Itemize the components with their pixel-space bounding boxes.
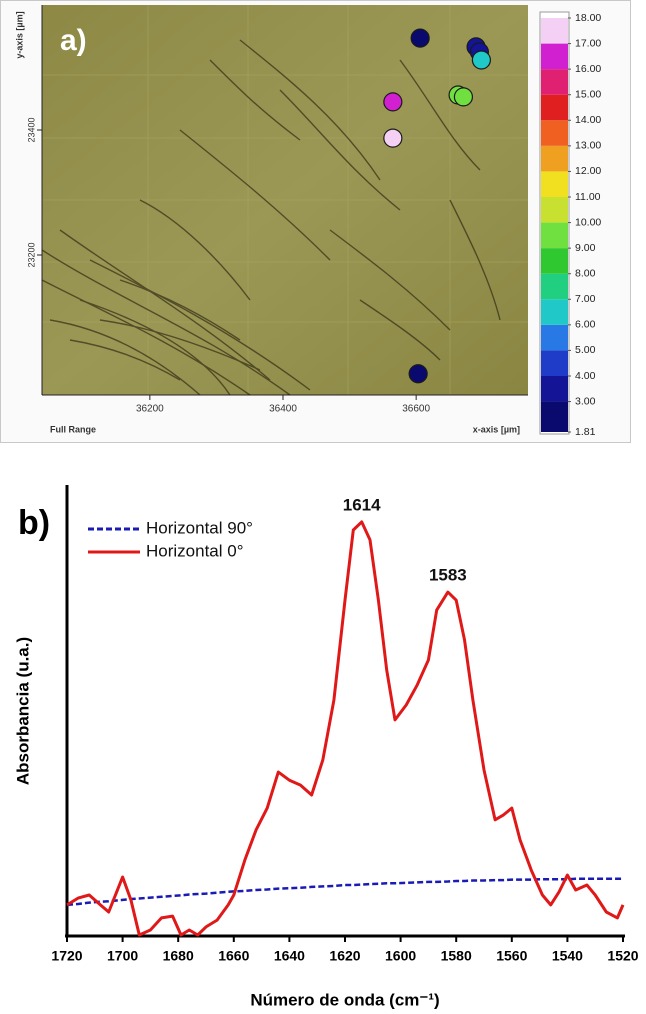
colorbar-tick-label: 5.00 [575,344,596,356]
colorbar-band [541,273,568,300]
colorbar-tick-label: 17.00 [575,37,601,49]
colorbar-band [541,375,568,402]
x-axis-label: Número de onda (cm⁻¹) [250,990,439,1009]
peak-label: 1614 [343,495,381,514]
measurement-point [410,28,430,48]
measurement-point [383,128,403,148]
measurement-point [383,92,403,112]
colorbar-band [541,43,568,70]
colorbar-tick-label: 18.00 [575,12,601,24]
x-tick-label: 1580 [441,948,472,964]
measurement-point [453,87,474,107]
colorbar-tick-label: 6.00 [575,319,596,331]
colorbar-band [541,18,568,44]
colorbar-tick-label: 15.00 [575,88,601,100]
colorbar-tick-label: 4.00 [575,370,596,382]
micrograph [41,5,528,396]
x-tick-label: 1700 [107,948,138,964]
y-tick-label: 23400 [26,117,36,142]
colorbar-band [541,94,568,121]
x-tick-label: 1680 [163,948,194,964]
colorbar-tick-label: 12.00 [575,165,601,177]
colorbar-band [541,248,568,274]
fiber-texture [41,39,501,396]
x-tick-label: 1540 [552,948,583,964]
colorbar-band [541,222,568,249]
measurement-point [471,50,491,70]
x-tick-label: 36600 [402,404,430,415]
y-axis-label: Absorbancia (u.a.) [13,637,32,785]
x-tick-label: 1600 [385,948,416,964]
y-tick-label: 23200 [26,242,36,267]
y-axis-label: y-axis [µm] [14,11,24,58]
x-tick-label: 1660 [218,948,249,964]
colorbar-tick-label: 11.00 [575,191,601,203]
x-tick-label: 1640 [274,948,305,964]
colorbar-tick-label: 8.00 [575,267,596,279]
colorbar-tick-label: 13.00 [575,140,601,152]
x-tick-label: 1620 [329,948,360,964]
colorbar-band [541,196,568,223]
colorbar-tick-label: 14.00 [575,114,601,126]
legend-label: Horizontal 0° [146,541,244,560]
range-note: Full Range [50,424,96,434]
colorbar-band [541,401,568,432]
colorbar-band [541,145,568,172]
colorbar-tick-label: 7.00 [575,293,596,305]
colorbar-tick-label: 3.00 [575,395,596,407]
colorbar-tick-label: 1.81 [575,426,596,438]
x-tick-label: 1720 [51,948,82,964]
peak-label: 1583 [429,566,467,585]
colorbar-band [541,324,568,351]
colorbar-tick-label: 10.00 [575,216,601,228]
colorbar-band [541,171,568,197]
x-tick-label: 36200 [136,404,164,415]
panel-label: b) [18,504,50,542]
panel-label: a) [60,24,87,57]
colorbar-band [541,69,568,95]
colorbar-band [541,120,568,146]
x-tick-label: 1560 [496,948,527,964]
spectrum-line [66,520,625,937]
x-tick-label: 1520 [607,948,638,964]
colorbar-band [541,350,568,376]
x-tick-label: 36400 [269,404,297,415]
colorbar-tick-label: 9.00 [575,242,596,254]
measurement-point [408,364,428,384]
colorbar-tick-label: 16.00 [575,63,601,75]
x-axis-label: x-axis [µm] [473,424,520,434]
legend-label: Horizontal 90° [146,518,253,537]
colorbar-band [541,299,568,325]
